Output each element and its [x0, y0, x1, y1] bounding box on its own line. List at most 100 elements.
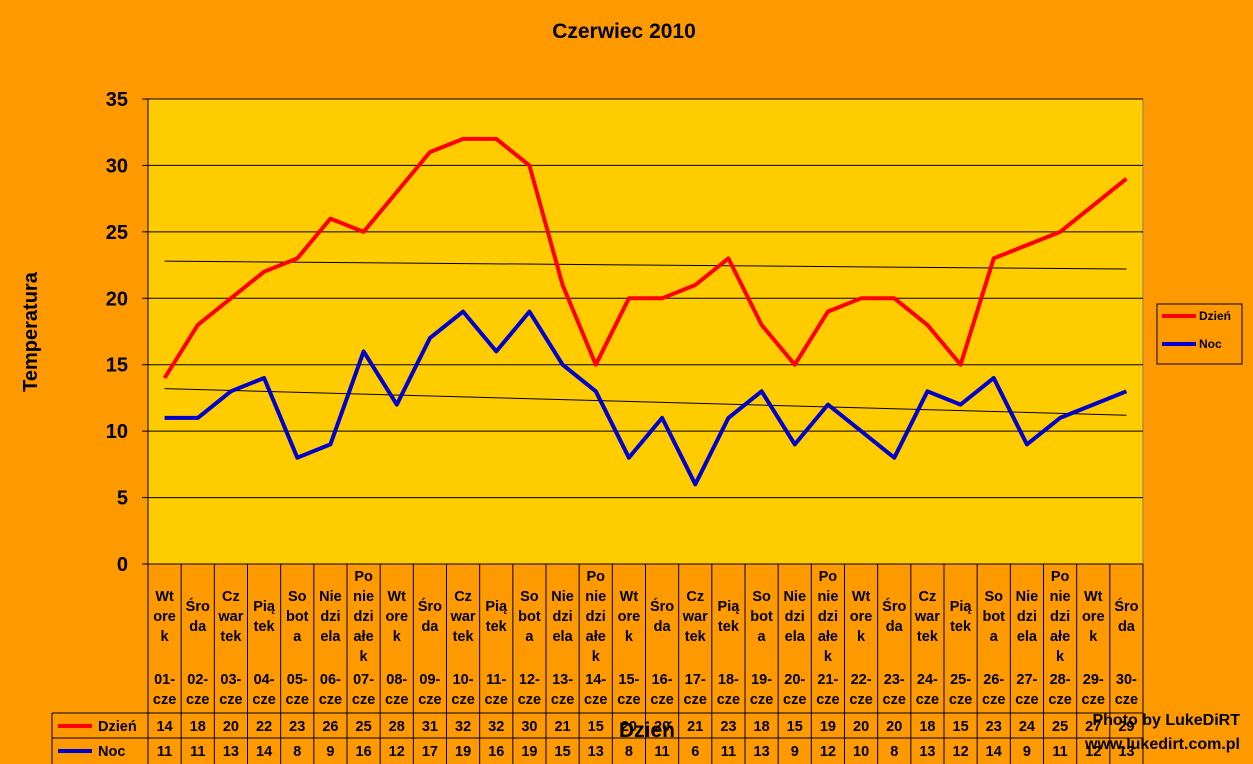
category-date-label: 20-	[784, 672, 805, 688]
category-date-label: 29-	[1083, 672, 1104, 688]
category-day-label: So	[288, 589, 307, 605]
table-value: 18	[754, 719, 770, 735]
category-date-label: 14-	[585, 672, 606, 688]
category-day-label: a	[758, 629, 767, 645]
category-day-label: ela	[320, 629, 341, 645]
series-line-Dzień	[162, 136, 1128, 380]
table-value: 20	[223, 719, 239, 735]
table-value: 32	[488, 719, 504, 735]
credit-line-2: www.lukedirt.com.pl	[1084, 736, 1240, 753]
category-date-label: cze	[286, 692, 309, 708]
table-value: 32	[455, 719, 471, 735]
category-day-label: dzi	[553, 609, 573, 625]
table-value: 20	[886, 719, 902, 735]
category-day-label: Wt	[1084, 589, 1103, 605]
category-date-label: cze	[385, 692, 408, 708]
category-day-label: ore	[850, 609, 873, 625]
category-day-label: Nie	[319, 589, 342, 605]
table-value: 20	[853, 719, 869, 735]
category-date-label: cze	[1082, 692, 1105, 708]
category-date-label: cze	[883, 692, 906, 708]
category-day-label: tek	[254, 619, 276, 635]
category-date-label: 12-	[519, 672, 540, 688]
category-date-label: 01-	[154, 672, 175, 688]
category-day-label: a	[525, 629, 534, 645]
category-date-label: 27-	[1016, 672, 1037, 688]
category-day-label: Pią	[253, 599, 276, 615]
category-date-label: cze	[1115, 692, 1138, 708]
category-day-label: Śro	[882, 597, 906, 615]
category-day-label: tek	[486, 619, 508, 635]
category-day-label: k	[625, 629, 634, 645]
category-day-label: Śro	[650, 597, 674, 615]
category-day-label: ore	[153, 609, 176, 625]
category-date-label: cze	[816, 692, 839, 708]
y-tick-labels: 0 5 10 15 20 25 30 35	[106, 89, 128, 576]
table-value: 13	[754, 744, 770, 760]
category-day-label: nie	[817, 589, 838, 605]
category-date-label: cze	[352, 692, 375, 708]
table-value: 15	[555, 744, 571, 760]
category-day-label: Cz	[686, 589, 704, 605]
category-day-label: dzi	[586, 609, 606, 625]
category-date-label: 05-	[287, 672, 308, 688]
table-value: 20	[654, 719, 670, 735]
category-date-label: cze	[750, 692, 773, 708]
category-date-label: 15-	[618, 672, 639, 688]
category-date-label: 22-	[851, 672, 872, 688]
category-date-label: cze	[684, 692, 707, 708]
table-value: 12	[389, 744, 405, 760]
category-date-label: cze	[982, 692, 1005, 708]
category-day-label: da	[421, 619, 439, 635]
category-day-label: Po	[819, 569, 838, 585]
category-date-label: 28-	[1050, 672, 1071, 688]
category-day-label: dzi	[354, 609, 374, 625]
table-value: 11	[1052, 744, 1067, 760]
category-date-label: 03-	[220, 672, 241, 688]
x-axis-label: Dzień	[619, 719, 675, 742]
table-value: 13	[588, 744, 604, 760]
category-day-label: So	[984, 589, 1003, 605]
plot-area	[147, 98, 1144, 565]
table-value: 19	[455, 744, 471, 760]
data-table: Dzień 14 18 20 22 23 26 25 28 31 32 32 30 21 15 20 20 21 2…	[51, 712, 1143, 764]
category-day-label: tek	[917, 629, 939, 645]
category-day-label: k	[161, 629, 170, 645]
table-series-name: Dzień	[98, 719, 137, 735]
table-value: 12	[820, 744, 836, 760]
category-date-label: 17-	[685, 672, 706, 688]
category-day-label: Wt	[155, 589, 174, 605]
category-date-label: cze	[1015, 692, 1038, 708]
table-value: 10	[853, 744, 869, 760]
category-day-label: ore	[618, 609, 641, 625]
category-date-label: 07-	[353, 672, 374, 688]
category-day-label: ałe	[818, 629, 838, 645]
y-axis-label: Temperatura	[20, 271, 42, 392]
category-day-label: k	[857, 629, 866, 645]
category-day-label: tek	[950, 619, 972, 635]
table-value: 23	[289, 719, 305, 735]
category-day-label: k	[1056, 649, 1065, 665]
category-date-label: cze	[1048, 692, 1071, 708]
table-value: 16	[488, 744, 504, 760]
table-value: 11	[654, 744, 669, 760]
category-day-label: Pią	[718, 599, 741, 615]
category-day-label: ore	[1082, 609, 1105, 625]
table-value: 9	[791, 744, 799, 760]
category-day-label: da	[189, 619, 207, 635]
table-value: 15	[588, 719, 604, 735]
table-series-name: Noc	[98, 744, 125, 760]
category-day-label: So	[752, 589, 771, 605]
category-day-label: k	[393, 629, 402, 645]
category-day-label: Po	[1051, 569, 1070, 585]
category-day-label: Śro	[418, 597, 442, 615]
category-date-label: 19-	[751, 672, 772, 688]
series-line-Noc	[164, 309, 1128, 487]
table-value: 8	[890, 744, 898, 760]
category-day-label: ela	[552, 629, 573, 645]
category-day-label: dzi	[818, 609, 838, 625]
category-date-label: cze	[916, 692, 939, 708]
category-date-label: 23-	[884, 672, 905, 688]
y-tick-label: 20	[106, 288, 128, 310]
